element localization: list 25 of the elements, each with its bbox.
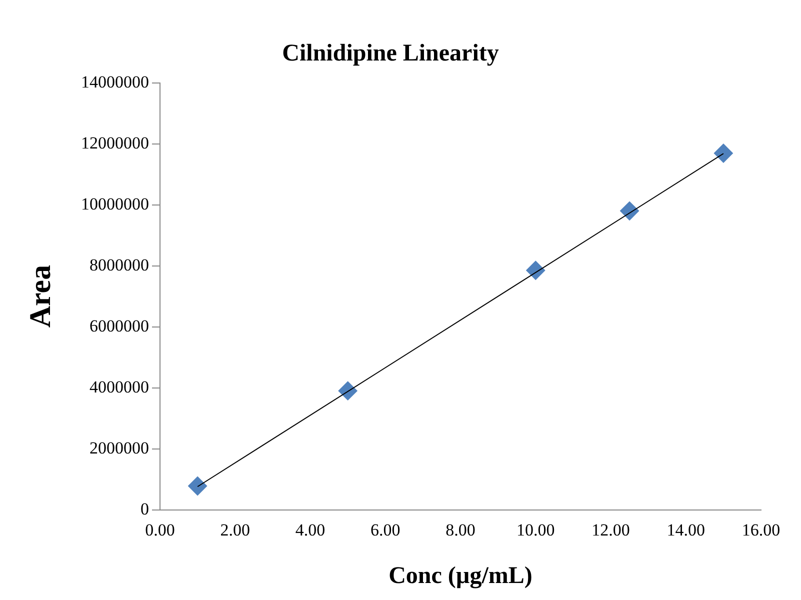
chart-title: Cilnidipine Linearity bbox=[282, 40, 499, 67]
y-tick-label: 0 bbox=[140, 499, 149, 518]
x-tick-label: 2.00 bbox=[220, 520, 250, 540]
y-tick-label: 6000000 bbox=[90, 316, 149, 336]
y-tick-label: 12000000 bbox=[81, 133, 149, 152]
y-tick-label: 8000000 bbox=[90, 255, 149, 274]
x-tick-label: 14.00 bbox=[666, 520, 705, 540]
x-tick-label: 10.00 bbox=[516, 520, 555, 540]
x-axis-title: Conc (µg/mL) bbox=[388, 562, 532, 589]
x-tick-label: 6.00 bbox=[370, 520, 400, 540]
x-tick-label: 16.00 bbox=[742, 520, 780, 540]
x-tick-label: 0.00 bbox=[145, 520, 175, 540]
y-tick-label: 4000000 bbox=[90, 377, 149, 396]
point bbox=[714, 144, 733, 163]
point bbox=[620, 201, 640, 220]
y-tick-label: 2000000 bbox=[90, 438, 149, 458]
point bbox=[526, 260, 546, 280]
x-tick-label: 4.00 bbox=[295, 520, 326, 540]
point bbox=[188, 476, 208, 496]
y-tick-label: 10000000 bbox=[81, 194, 149, 214]
x-tick-label: 8.00 bbox=[446, 520, 476, 540]
y-tick-label: 14000000 bbox=[81, 72, 149, 92]
point bbox=[338, 381, 358, 400]
x-tick-label: 12.00 bbox=[592, 520, 630, 540]
y-axis-title: Area bbox=[24, 264, 57, 328]
